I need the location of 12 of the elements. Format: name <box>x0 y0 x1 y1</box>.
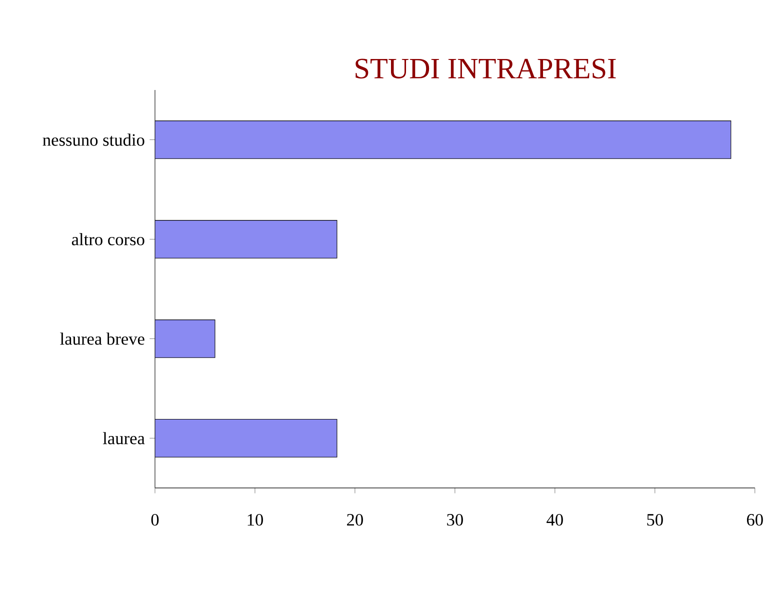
y-tick-label: laurea <box>102 432 145 444</box>
chart-title: STUDI INTRAPRESI <box>356 58 616 79</box>
x-tick-label: 50 <box>647 514 663 526</box>
y-tick-label: nessuno studio <box>42 134 144 146</box>
x-tick-label: 60 <box>746 514 763 526</box>
x-tick-label: 20 <box>347 514 363 526</box>
x-tick-label: 10 <box>248 514 263 526</box>
x-tick-label: 40 <box>546 514 563 526</box>
x-tick-label: 30 <box>447 514 463 526</box>
x-tick-label: 0 <box>151 514 159 526</box>
y-tick-label: laurea breve <box>60 332 144 345</box>
y-tick-label: altro corso <box>72 233 144 246</box>
